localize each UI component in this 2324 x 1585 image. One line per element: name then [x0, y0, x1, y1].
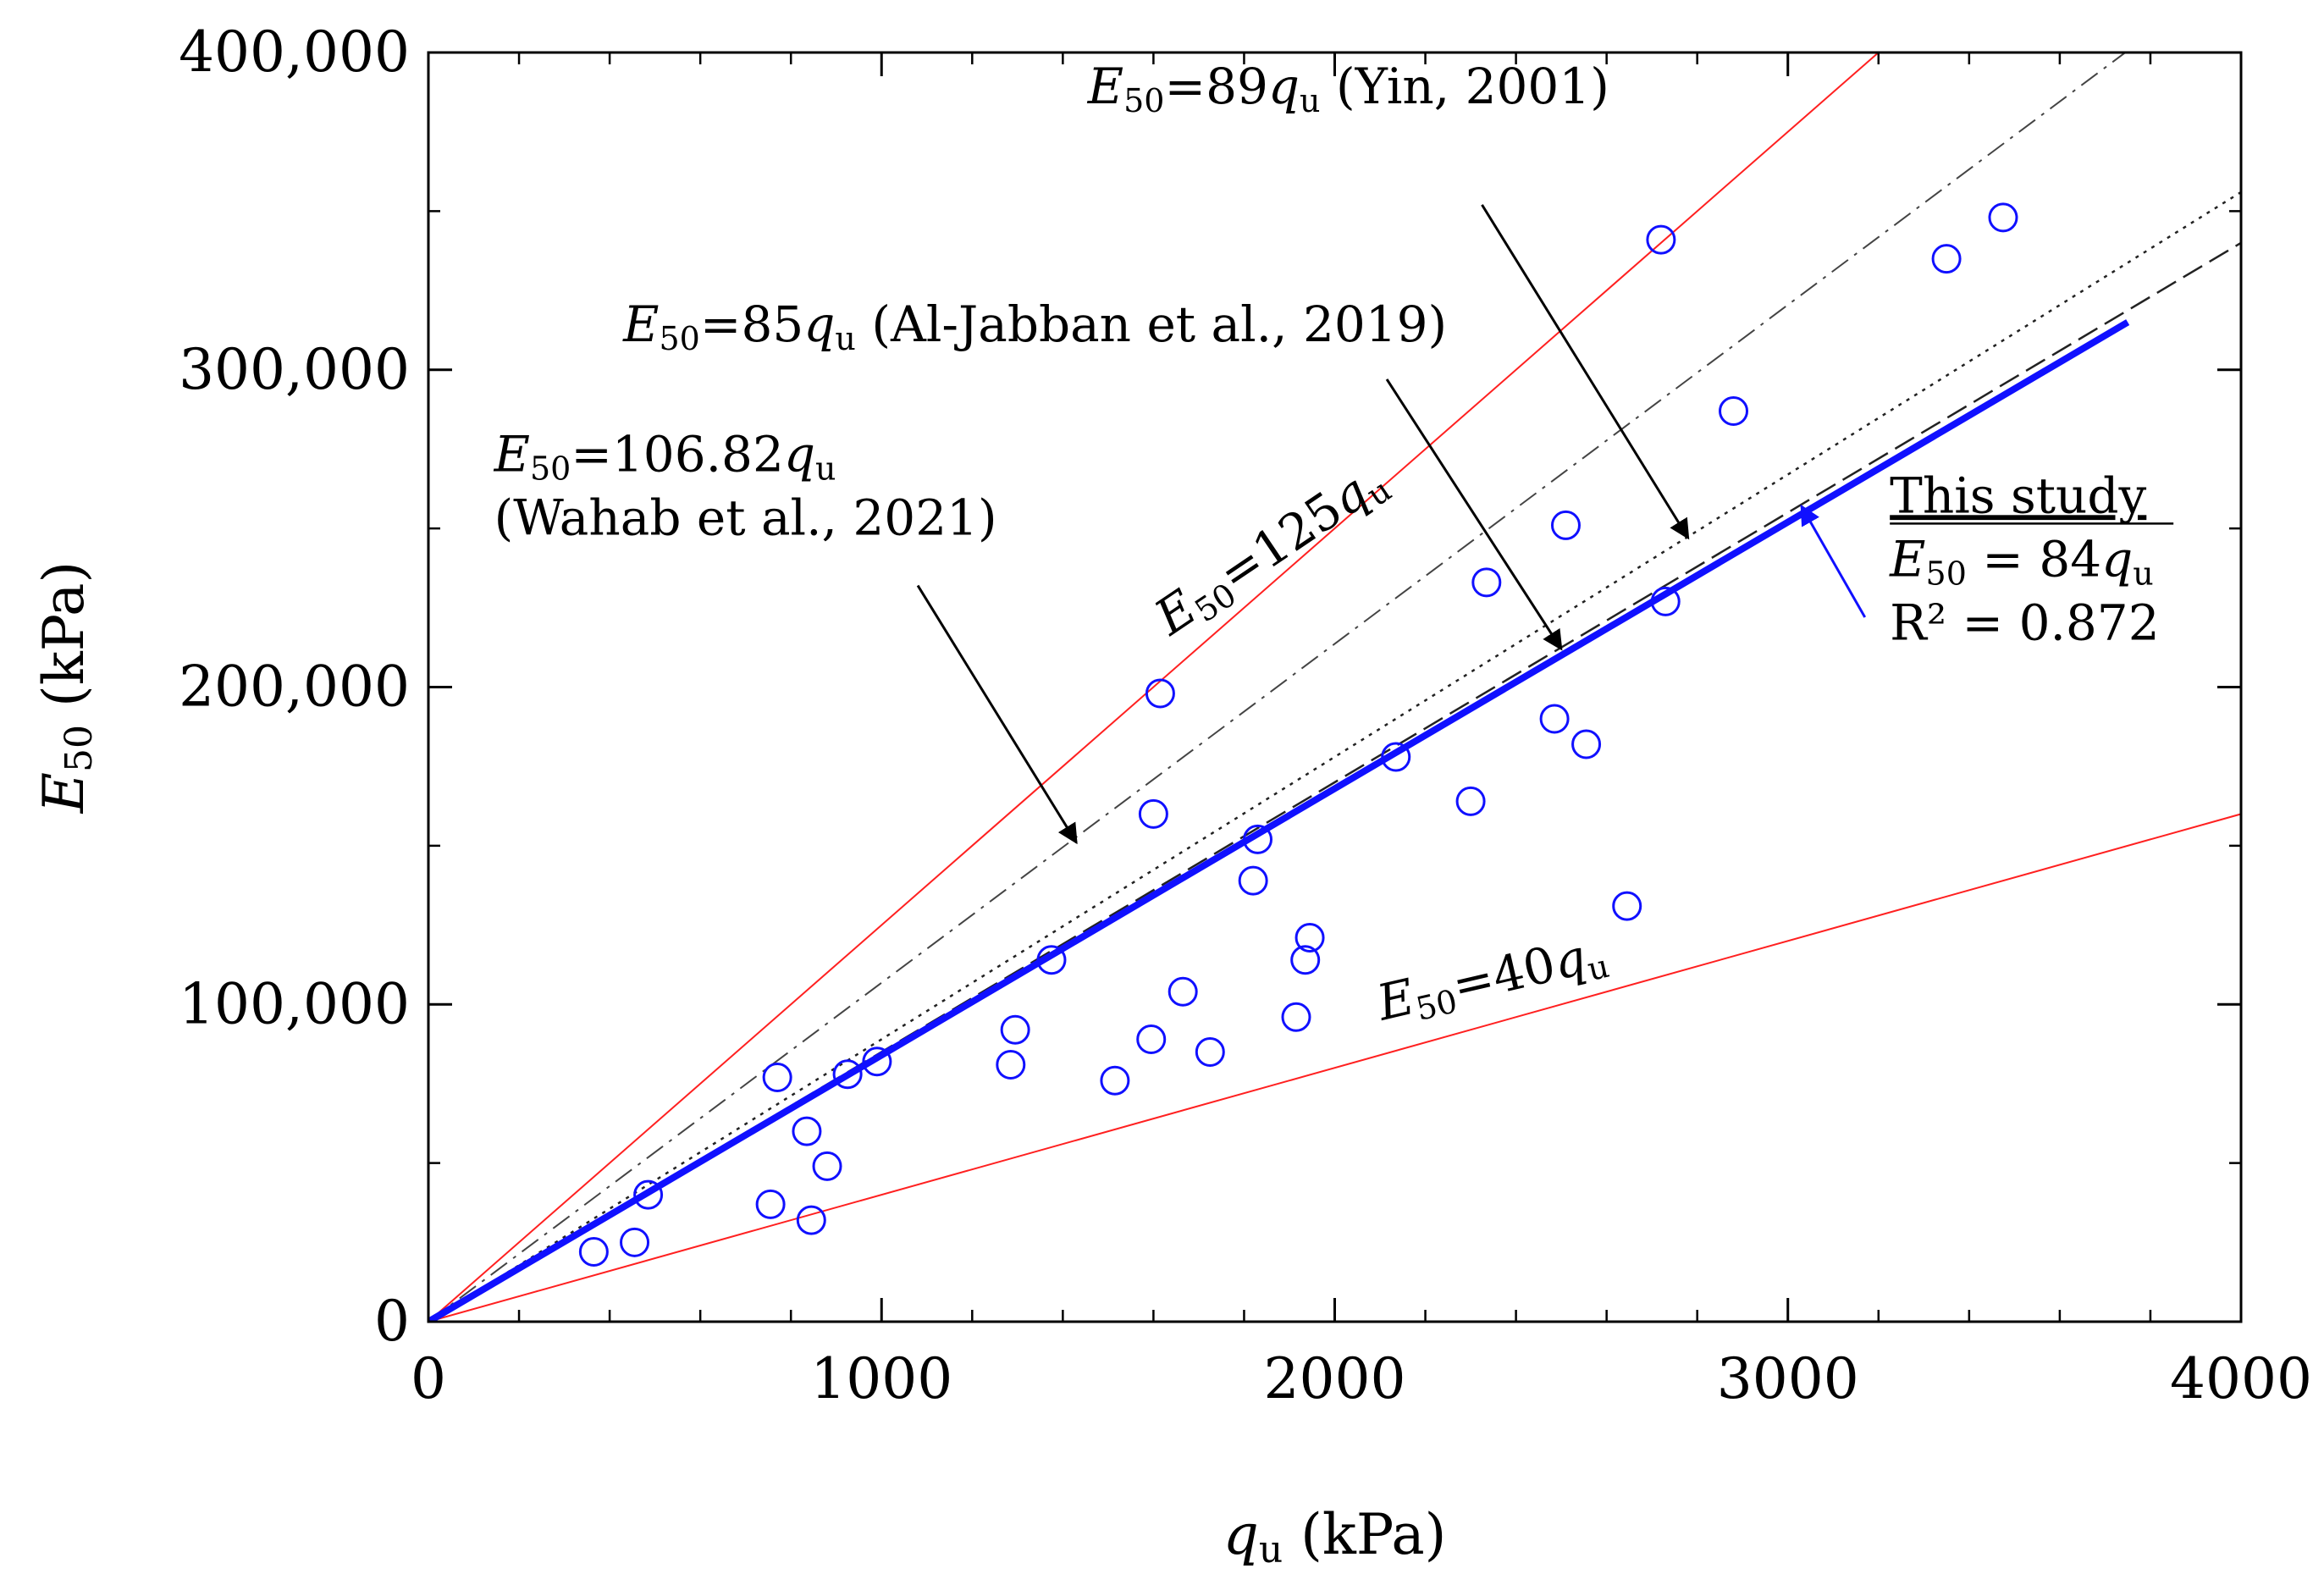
data-point [1988, 202, 2018, 233]
annotation-wahab-line2: (Wahab et al., 2021) [494, 489, 997, 547]
data-point [812, 1151, 842, 1181]
data-point [1100, 1065, 1130, 1096]
x-axis-title: qu (kPa) [1223, 1502, 1447, 1571]
data-point [633, 1179, 664, 1210]
series-line-1 [428, 52, 1880, 1322]
data-point [1571, 729, 1602, 759]
data-point [1036, 945, 1067, 975]
x-tick-label: 1000 [810, 1346, 952, 1411]
annotation-e40: E50=40qu [1372, 924, 1613, 1036]
data-point [1612, 891, 1642, 921]
data-point [1238, 865, 1268, 896]
data-point [755, 1189, 786, 1219]
y-tick-label: 300,000 [179, 337, 410, 402]
data-point [1381, 742, 1411, 772]
data-point [996, 1049, 1026, 1080]
data-point [578, 1237, 609, 1267]
y-tick-label: 400,000 [179, 19, 410, 85]
data-point [1539, 704, 1570, 734]
data-point [1138, 798, 1168, 829]
data-point [1290, 945, 1321, 975]
data-point [1243, 824, 1273, 854]
data-point [1145, 678, 1175, 709]
data-point [1455, 786, 1486, 816]
data-points [578, 202, 2018, 1267]
data-point [1294, 923, 1325, 953]
plot-frame [427, 51, 2243, 1323]
annotation-wahab: E50=106.82qu [494, 426, 836, 488]
data-point [1195, 1036, 1225, 1067]
data-point [1471, 567, 1502, 598]
axes: 0 1000 2000 3000 4000 0 100,000 200,000 300,000 4… [31, 19, 2312, 1571]
this-study-r2: R² = 0.872 [1890, 594, 2159, 651]
x-tick-label: 2000 [1264, 1346, 1406, 1411]
series-line-6 [428, 319, 2130, 1322]
this-study-equation: E50 = 84qu [1889, 530, 2154, 592]
this-study-heading: This study [1890, 467, 2146, 524]
data-point [792, 1116, 822, 1146]
annotations: E50=89qu (Yin, 2001) E50=85qu (Al-Jabban … [494, 58, 2174, 1036]
data-point [1646, 224, 1676, 255]
data-point [1168, 976, 1198, 1007]
data-point [1719, 395, 1749, 426]
data-point [762, 1062, 792, 1092]
data-point [620, 1227, 650, 1257]
series-line-4 [428, 191, 2241, 1322]
data-point [796, 1205, 826, 1235]
reference-lines [428, 52, 2241, 1322]
annotation-yin: E50=89qu (Yin, 2001) [1087, 58, 1609, 119]
data-point [1000, 1014, 1030, 1045]
y-axis-title: E50 (kPa) [31, 561, 101, 814]
x-tick-label: 3000 [1717, 1346, 1859, 1411]
data-point [832, 1059, 863, 1090]
data-point [1281, 1002, 1311, 1032]
annotation-e125: E50=125qu [1144, 451, 1398, 650]
this-study-arrow [1800, 504, 1867, 618]
x-tick-label: 0 [411, 1346, 446, 1411]
y-tick-label: 100,000 [179, 971, 410, 1036]
annotation-arrow-wahab [916, 584, 1078, 845]
annotation-arrow-yin [1481, 204, 1690, 540]
data-point [1136, 1024, 1167, 1054]
y-tick-label: 0 [374, 1289, 410, 1354]
x-tick-label: 4000 [2170, 1346, 2312, 1411]
annotation-arrow-aljabban [1385, 378, 1563, 651]
data-point [1550, 510, 1581, 540]
y-tick-label: 200,000 [179, 654, 410, 720]
series-line-3 [428, 52, 2127, 1322]
annotation-aljabban: E50=85qu (Al-Jabban et al., 2019) [622, 295, 1447, 357]
data-point [862, 1047, 892, 1077]
data-point [1931, 244, 1962, 274]
series-line-2 [428, 813, 2241, 1322]
data-point [1650, 586, 1681, 616]
